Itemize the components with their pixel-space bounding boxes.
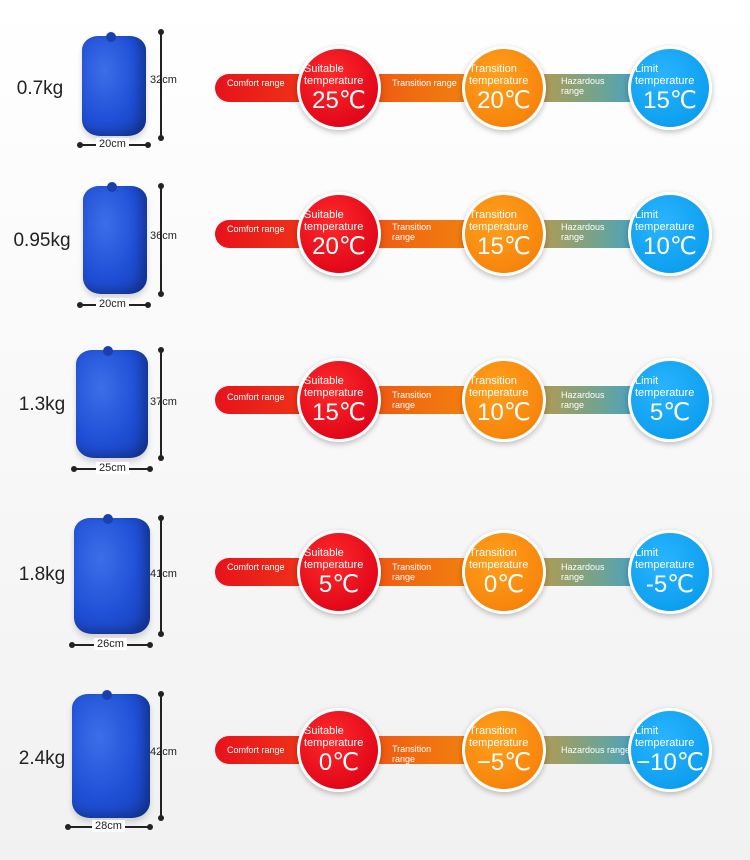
suitable-temperature-title: Suitable temperature: [304, 63, 364, 87]
limit-temperature-value: 5℃: [649, 399, 691, 426]
height-label: 42cm: [150, 746, 177, 758]
limit-temperature-value: -5℃: [645, 571, 695, 598]
transition-temperature-title: Transition temperature: [469, 375, 529, 399]
suitable-temperature-title: Suitable temperature: [304, 547, 364, 571]
suitable-temperature-value: 25℃: [312, 87, 366, 114]
hazardous-range-label: Hazardous range: [561, 390, 605, 410]
transition-temperature-circle: Transition temperature 15℃: [462, 192, 546, 276]
suitable-temperature-value: 0℃: [318, 749, 360, 776]
suitable-temperature-value: 5℃: [318, 571, 360, 598]
suitable-temperature-circle: Suitable temperature 20℃: [297, 192, 381, 276]
width-label: 20cm: [96, 298, 129, 310]
transition-temperature-circle: Transition temperature 0℃: [462, 530, 546, 614]
weight-label: 1.3kg: [18, 394, 66, 415]
limit-temperature-title: Limit temperature: [635, 375, 695, 399]
transition-temperature-title: Transition temperature: [469, 725, 529, 749]
transition-temperature-title: Transition temperature: [469, 63, 529, 87]
limit-temperature-circle: Limit temperature -5℃: [628, 530, 712, 614]
limit-temperature-circle: Limit temperature 15℃: [628, 46, 712, 130]
suitable-temperature-title: Suitable temperature: [304, 375, 364, 399]
comfort-range-label: Comfort range: [227, 392, 285, 402]
comfort-range-label: Comfort range: [227, 78, 285, 88]
height-label: 32cm: [150, 74, 177, 86]
width-label: 26cm: [94, 638, 127, 650]
comfort-range-label: Comfort range: [227, 562, 285, 572]
weight-label: 0.95kg: [13, 230, 71, 251]
limit-temperature-value: 10℃: [643, 233, 697, 260]
limit-temperature-circle: Limit temperature 5℃: [628, 358, 712, 442]
sleeping-bag-image: [82, 32, 146, 136]
suitable-temperature-title: Suitable temperature: [304, 725, 364, 749]
suitable-temperature-circle: Suitable temperature 15℃: [297, 358, 381, 442]
height-label: 41cm: [150, 568, 177, 580]
limit-temperature-value: 15℃: [643, 87, 697, 114]
weight-label: 0.7kg: [16, 78, 64, 99]
spec-row: 1.8kg 41cm 26cm Comfort range Transition…: [0, 506, 750, 678]
limit-temperature-title: Limit temperature: [635, 547, 695, 571]
width-label: 20cm: [96, 138, 129, 150]
transition-range-label: Transition range: [392, 222, 432, 242]
spec-row: 0.7kg 32cm 20cm Comfort range Transition…: [0, 18, 750, 190]
transition-range-label: Transition range: [392, 744, 432, 764]
transition-temperature-title: Transition temperature: [469, 209, 529, 233]
transition-temperature-value: −5℃: [476, 749, 532, 776]
comfort-range-label: Comfort range: [227, 224, 285, 234]
spec-row: 2.4kg 42cm 28cm Comfort range Transition…: [0, 680, 750, 852]
suitable-temperature-value: 20℃: [312, 233, 366, 260]
suitable-temperature-title: Suitable temperature: [304, 209, 364, 233]
limit-temperature-title: Limit temperature: [635, 209, 695, 233]
transition-temperature-value: 10℃: [477, 399, 531, 426]
height-dimension-line: [158, 29, 164, 141]
height-dimension-line: [158, 691, 164, 821]
hazardous-range-label: Hazardous range: [561, 222, 605, 242]
suitable-temperature-circle: Suitable temperature 5℃: [297, 530, 381, 614]
transition-range-label: Transition range: [392, 390, 432, 410]
limit-temperature-circle: Limit temperature 10℃: [628, 192, 712, 276]
limit-temperature-title: Limit temperature: [635, 725, 695, 749]
sleeping-bag-image: [74, 514, 150, 634]
weight-label: 1.8kg: [18, 564, 66, 585]
sleeping-bag-image: [76, 346, 148, 458]
transition-range-label: Transition range: [392, 78, 457, 88]
limit-temperature-circle: Limit temperature −10℃: [628, 708, 712, 792]
height-dimension-line: [158, 347, 164, 461]
spec-row: 0.95kg 36cm 20cm Comfort range Transitio…: [0, 170, 750, 342]
transition-temperature-circle: Transition temperature 10℃: [462, 358, 546, 442]
suitable-temperature-value: 15℃: [312, 399, 366, 426]
limit-temperature-title: Limit temperature: [635, 63, 695, 87]
sleeping-bag-image: [83, 182, 147, 294]
suitable-temperature-circle: Suitable temperature 0℃: [297, 708, 381, 792]
limit-temperature-value: −10℃: [636, 749, 704, 776]
width-label: 25cm: [96, 462, 129, 474]
sleeping-bag-image: [72, 690, 150, 818]
spec-row: 1.3kg 37cm 25cm Comfort range Transition…: [0, 338, 750, 510]
height-dimension-line: [158, 183, 164, 297]
transition-temperature-value: 15℃: [477, 233, 531, 260]
height-dimension-line: [158, 515, 164, 637]
comfort-range-label: Comfort range: [227, 745, 285, 755]
transition-range-label: Transition range: [392, 562, 432, 582]
weight-label: 2.4kg: [18, 748, 66, 769]
hazardous-range-label: Hazardous range: [561, 76, 605, 96]
hazardous-range-label: Hazardous range: [561, 562, 605, 582]
transition-temperature-circle: Transition temperature 20℃: [462, 46, 546, 130]
transition-temperature-title: Transition temperature: [469, 547, 529, 571]
transition-temperature-value: 0℃: [483, 571, 525, 598]
hazardous-range-label: Hazardous range: [561, 745, 631, 755]
width-label: 28cm: [92, 820, 125, 832]
height-label: 36cm: [150, 230, 177, 242]
transition-temperature-circle: Transition temperature −5℃: [462, 708, 546, 792]
height-label: 37cm: [150, 396, 177, 408]
suitable-temperature-circle: Suitable temperature 25℃: [297, 46, 381, 130]
transition-temperature-value: 20℃: [477, 87, 531, 114]
